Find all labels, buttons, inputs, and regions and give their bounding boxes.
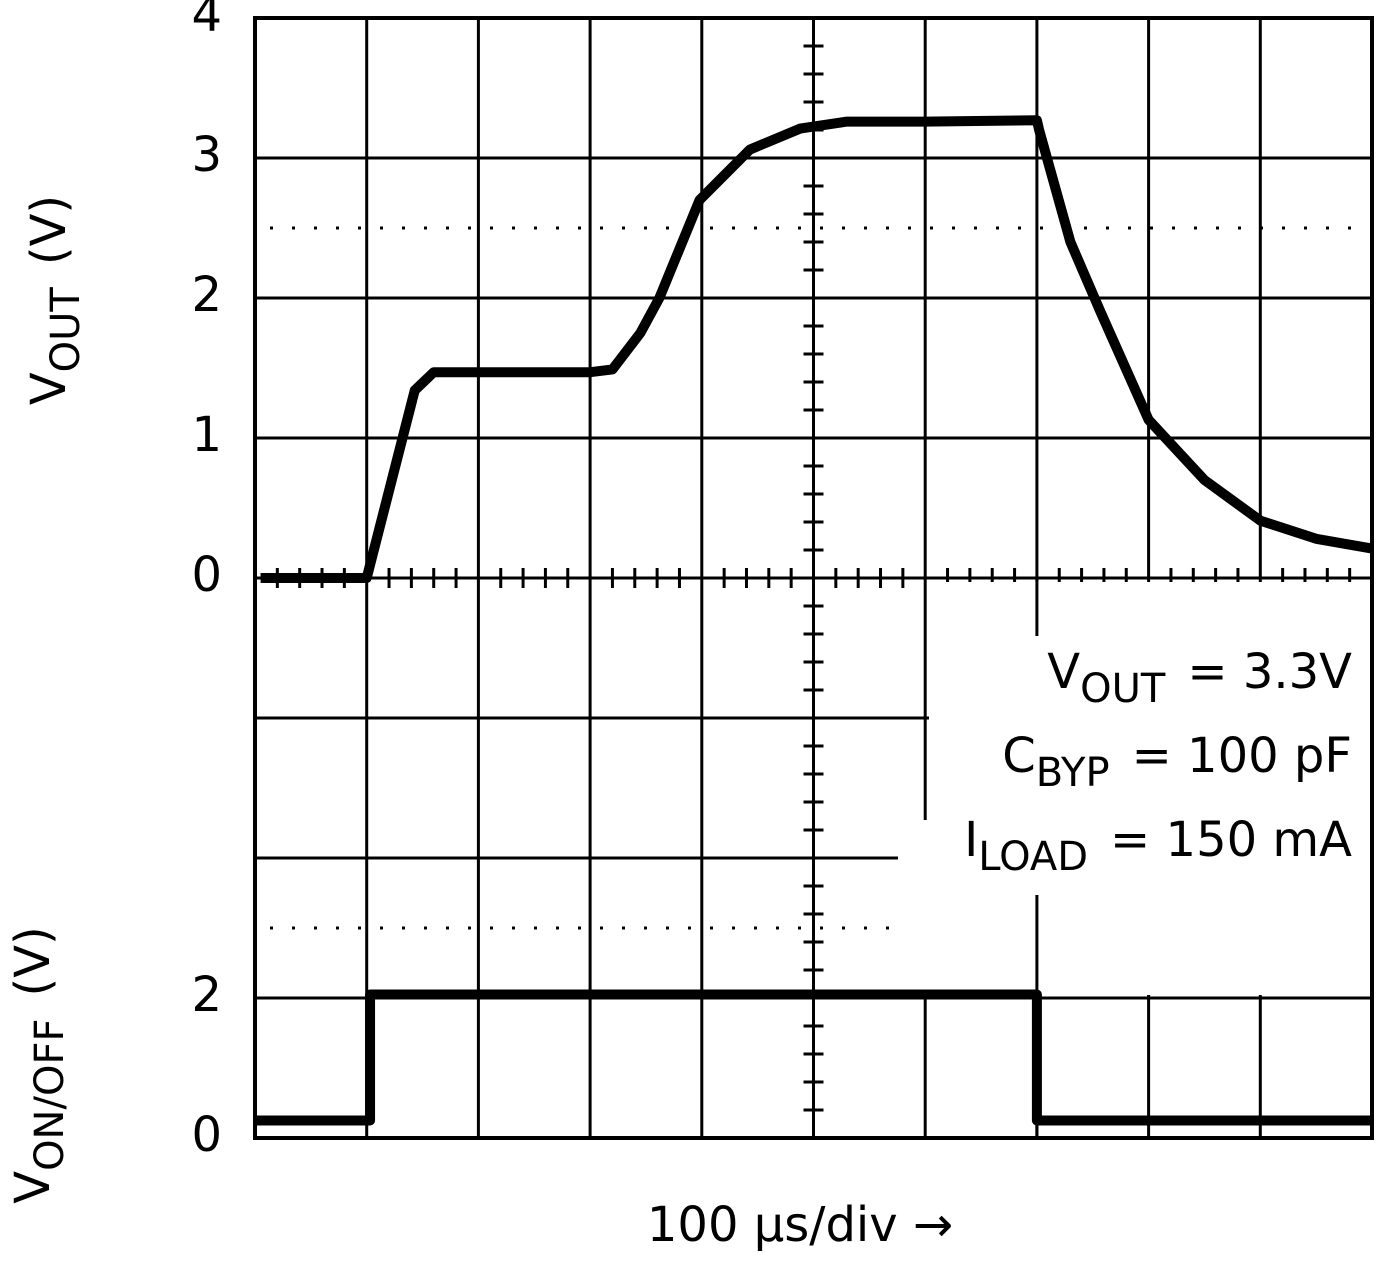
y-tick-label: 3 [191,127,222,183]
label-unit: (V) [5,926,61,996]
label-rest: = 100 pF [1132,728,1352,784]
label: VOUT (V) [21,195,89,405]
label: VOUT = 3.3V [1047,644,1352,712]
annotation-box [929,582,1370,995]
label-main: V [21,372,77,405]
label-main: I [964,812,978,868]
label-main: V [1047,644,1080,700]
annotation-box [898,820,938,995]
label-sub: BYP [1036,750,1110,796]
y-tick-label: 0 [191,547,222,603]
label-sub: OUT [1080,666,1166,712]
traces [255,115,1373,1126]
y-tick-label: 1 [191,407,222,463]
label-sub: ON/OFF [27,1019,73,1171]
x-axis-label: 100 µs/div → [647,1197,953,1253]
y-tick-label: 4 [191,0,222,43]
label-main: V [5,1171,61,1204]
label-rest: = 3.3V [1187,644,1352,700]
y-tick-label: 2 [191,267,222,323]
label-sub: LOAD [978,834,1088,880]
label-rest: = 150 mA [1110,812,1352,868]
plot-frame [253,16,1374,1140]
label: VON/OFF (V) [5,926,73,1204]
y2-tick-label: 0 [191,1107,222,1163]
trace [260,115,1373,583]
label: CBYP = 100 pF [1002,728,1352,796]
label-sub: OUT [43,287,89,373]
grid [253,16,1374,1140]
trace [255,989,1372,1126]
label: ILOAD = 150 mA [964,812,1352,880]
label-main: C [1002,728,1036,784]
label-unit: (V) [21,195,77,265]
y2-tick-label: 2 [191,967,222,1023]
